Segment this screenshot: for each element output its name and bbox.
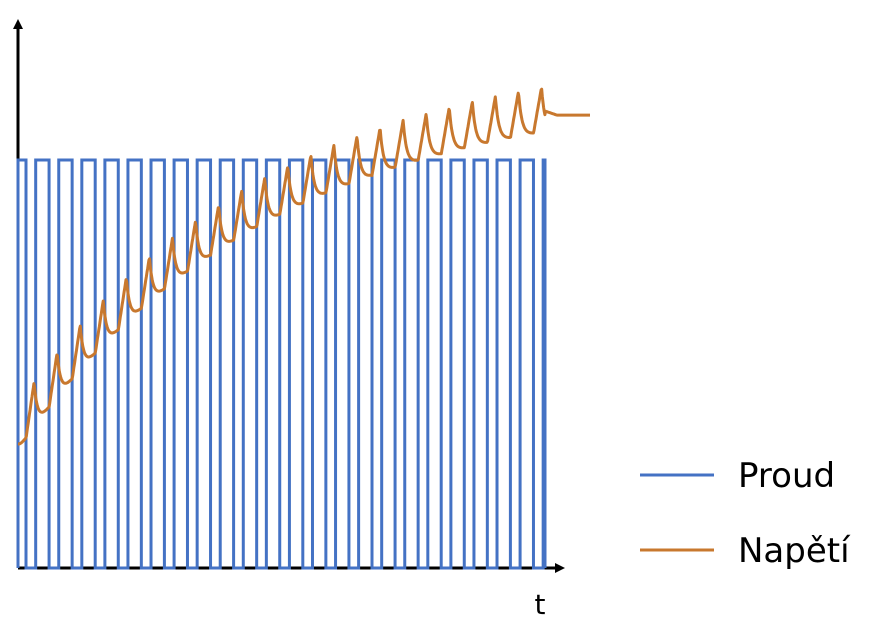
series-napeti-line — [17, 87, 591, 446]
legend: Proud Napětí — [640, 456, 851, 571]
series-layer — [16, 87, 591, 570]
x-axis-label: t — [535, 588, 546, 621]
legend-item-proud: Proud — [640, 456, 835, 496]
legend-item-napeti: Napětí — [640, 531, 851, 571]
series-proud-line — [16, 158, 547, 570]
legend-label-napeti: Napětí — [738, 531, 851, 571]
legend-label-proud: Proud — [738, 456, 835, 496]
